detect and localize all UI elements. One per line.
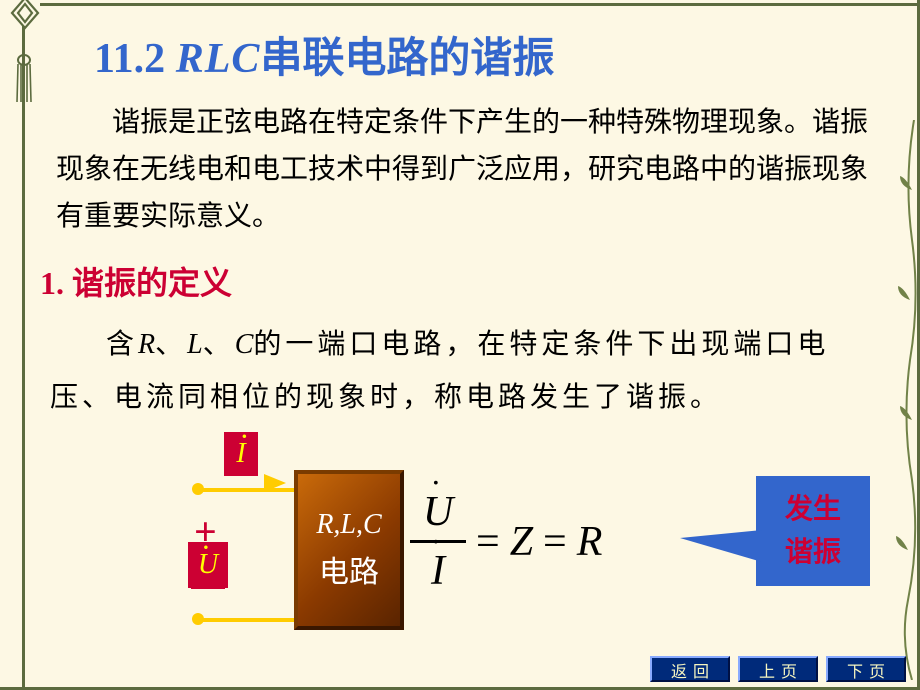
- fraction: U I: [410, 488, 466, 595]
- tassel-icon: [12, 54, 36, 104]
- slide-content: 11.2 RLC串联电路的谐振 谐振是正弦电路在特定条件下产生的一种特殊物理现象…: [40, 24, 900, 640]
- rope-line: [22, 26, 25, 690]
- resistance-r: R: [577, 518, 603, 566]
- section-heading: 1. 谐振的定义: [40, 258, 900, 304]
- title-number: 11.2: [94, 36, 165, 82]
- rlc-box-line2: 电路: [319, 547, 379, 591]
- circuit-diagram: I + U R,L,C 电路: [116, 430, 376, 640]
- title-rest: 串联电路的谐振: [260, 36, 554, 82]
- voltage-symbol: U: [198, 549, 218, 581]
- def-c: C: [235, 329, 254, 360]
- voltage-phasor-label: U: [188, 542, 228, 588]
- def-p2: 、: [203, 329, 235, 360]
- next-button[interactable]: 下页: [826, 656, 906, 682]
- knot-ornament-icon: [8, 0, 42, 30]
- def-r: R: [138, 329, 155, 360]
- def-l: L: [187, 329, 203, 360]
- equals-2: =: [543, 518, 567, 566]
- resonance-equation: U I = Z = R: [410, 488, 602, 595]
- denominator: I: [419, 547, 457, 595]
- intro-paragraph: 谐振是正弦电路在特定条件下产生的一种特殊物理现象。谐振现象在无线电和电工技术中得…: [56, 99, 892, 240]
- current-phasor-label: I: [224, 432, 258, 476]
- prev-button[interactable]: 上页: [738, 656, 818, 682]
- def-p1: 、: [155, 329, 187, 360]
- current-symbol: I: [236, 438, 245, 470]
- rlc-box-line1: R,L,C: [316, 509, 381, 541]
- definition-paragraph: 含R、L、C的一端口电路，在特定条件下出现端口电压、电流同相位的现象时，称电路发…: [50, 318, 892, 424]
- rlc-box: R,L,C 电路: [294, 470, 404, 630]
- callout-line2: 谐振: [785, 531, 841, 574]
- equals-1: =: [476, 518, 500, 566]
- resonance-callout: 发生 谐振: [756, 476, 870, 586]
- nav-buttons: 返回 上页 下页: [650, 656, 906, 682]
- title-italic: RLC: [176, 36, 261, 82]
- top-border-line: [40, 3, 917, 6]
- current-arrow-icon: [264, 474, 286, 492]
- section-num: 1.: [40, 265, 64, 301]
- def-seg1: 含: [106, 329, 138, 360]
- impedance-z: Z: [510, 518, 533, 566]
- section-text: 谐振的定义: [72, 265, 232, 301]
- callout-line1: 发生: [785, 488, 841, 531]
- terminal-bottom-icon: [192, 613, 204, 625]
- figure-row: I + U R,L,C 电路 U I = Z = R: [40, 430, 900, 640]
- wire-bottom: [196, 618, 294, 622]
- page-title: 11.2 RLC串联电路的谐振: [94, 24, 900, 85]
- back-button[interactable]: 返回: [650, 656, 730, 682]
- minus-icon: [191, 584, 225, 589]
- terminal-top-icon: [192, 483, 204, 495]
